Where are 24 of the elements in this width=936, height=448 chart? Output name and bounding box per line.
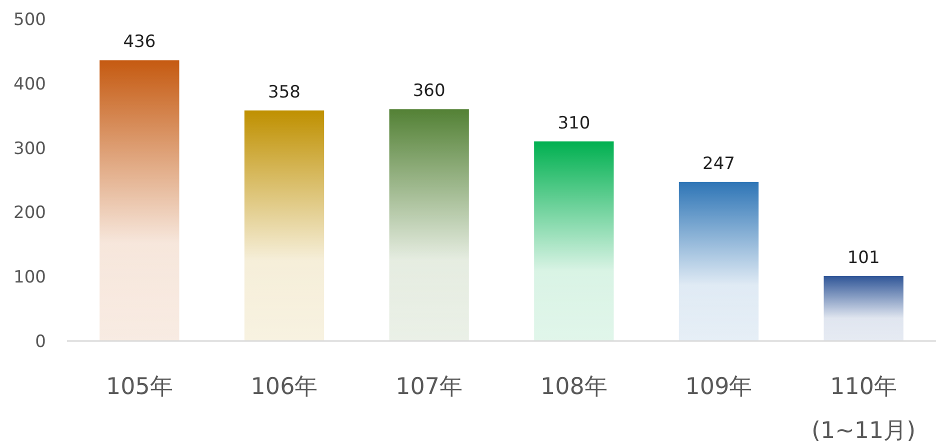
x-tick-label: 106年: [250, 374, 318, 400]
data-label: 310: [558, 113, 590, 134]
bar: [824, 276, 904, 341]
bar: [678, 182, 759, 341]
x-tick-label: 109年: [685, 374, 752, 400]
data-label: 101: [847, 248, 880, 268]
bar: [534, 141, 614, 341]
data-label: 247: [702, 154, 735, 174]
x-tick-label: 107年: [396, 374, 463, 400]
bar: [244, 110, 324, 341]
y-tick-label: 100: [14, 268, 46, 288]
bar: [100, 60, 180, 341]
x-tick-label: 108年: [540, 374, 608, 400]
y-tick-label: 500: [14, 10, 46, 30]
data-label: 360: [412, 81, 446, 102]
y-tick-label: 0: [35, 332, 46, 352]
bar: [389, 109, 469, 341]
data-label: 436: [123, 32, 156, 52]
x-tick-label: 105年: [106, 374, 173, 400]
y-tick-label: 400: [14, 74, 46, 94]
x-tick-label: 110年 (1~11月): [812, 374, 916, 444]
data-label: 358: [268, 82, 300, 102]
y-tick-label: 300: [14, 138, 46, 159]
y-tick-label: 200: [14, 203, 46, 224]
